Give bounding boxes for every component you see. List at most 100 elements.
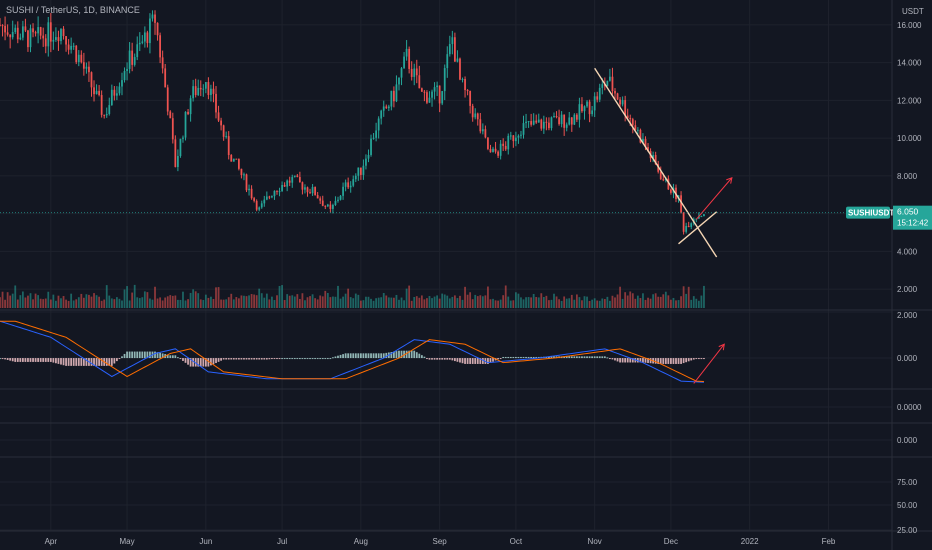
volume-bar	[149, 298, 151, 308]
macd-histogram-bar	[70, 358, 73, 366]
volume-bar	[324, 290, 327, 308]
volume-bar	[504, 285, 507, 308]
candle-body	[311, 187, 314, 194]
volume-bar	[461, 299, 464, 308]
candle-body	[405, 48, 408, 57]
trendline	[594, 67, 718, 258]
candle-body	[14, 27, 17, 33]
candle-body	[138, 42, 141, 45]
symbol-title[interactable]: SUSHI / TetherUS, 1D, BINANCE	[6, 5, 140, 15]
candle-body	[60, 28, 62, 42]
candle-body	[487, 137, 489, 149]
candle-body	[685, 225, 688, 232]
macd-histogram-bar	[123, 353, 126, 359]
macd-histogram-bar	[255, 358, 258, 360]
macd-histogram-bar	[492, 358, 494, 362]
candle-body	[281, 185, 283, 192]
candle-body	[352, 179, 355, 186]
macd-histogram-bar	[309, 358, 311, 360]
volume-bar	[601, 298, 604, 308]
volume-bar	[47, 291, 50, 308]
pane-tick-label: 25.00	[897, 526, 918, 535]
macd-histogram-bar	[342, 354, 344, 359]
volume-bar	[520, 297, 522, 308]
candle-body	[555, 115, 558, 118]
macd-histogram-bar	[657, 358, 660, 364]
candle-body	[286, 180, 289, 187]
candle-body	[682, 212, 685, 232]
candle-body	[141, 41, 144, 43]
candle-body	[16, 27, 19, 40]
macd-histogram-bar	[273, 358, 276, 360]
macd-histogram-bar	[82, 358, 85, 366]
volume-bar	[235, 297, 238, 308]
candle-body	[525, 121, 527, 124]
candle-body	[118, 86, 121, 94]
macd-histogram-bar	[225, 358, 228, 360]
volume-bar	[194, 291, 197, 308]
volume-bar	[672, 297, 675, 308]
candle-body	[319, 198, 322, 201]
time-scale[interactable]: Apr May Jun Jul Aug Sep Oct Nov Dec 2022 Feb	[45, 537, 836, 546]
candle-body	[237, 159, 240, 169]
macd-tick-label: 0.000	[897, 354, 918, 363]
candle-body	[6, 32, 9, 35]
volume-bar	[568, 298, 571, 308]
macd-histogram-bar	[67, 358, 70, 366]
volume-bar	[398, 299, 400, 308]
macd-histogram-bar	[581, 356, 583, 359]
macd-histogram-bar	[400, 350, 403, 359]
macd-histogram-bar	[154, 351, 156, 359]
volume-bar	[522, 299, 525, 308]
candle-body	[75, 45, 78, 63]
candle-body	[334, 200, 337, 205]
candle-body	[248, 188, 250, 191]
volume-bar	[428, 296, 431, 308]
symbol-tag-label: SUSHIUSDT	[848, 209, 894, 218]
volume-bar	[349, 297, 352, 308]
candle-body	[550, 117, 553, 129]
macd-histogram-bar	[568, 356, 571, 359]
price-candles	[0, 10, 705, 235]
volume-bar	[443, 294, 446, 308]
trendline	[678, 211, 718, 245]
macd-line	[0, 320, 704, 383]
candle-body	[212, 88, 215, 94]
candle-body	[372, 137, 375, 139]
candle-body	[492, 148, 494, 153]
candle-body	[42, 35, 45, 39]
macd-histogram-bar	[428, 358, 431, 360]
candle-body	[171, 118, 174, 140]
volume-bar	[326, 292, 329, 308]
candle-body	[271, 196, 273, 198]
macd-histogram-bar	[357, 353, 360, 359]
volume-bar	[573, 299, 576, 308]
candle-body	[448, 44, 451, 55]
macd-histogram-bar	[337, 355, 339, 359]
macd-histogram-bar	[245, 358, 248, 360]
macd-histogram-bar	[347, 353, 350, 359]
macd-histogram-bar	[156, 352, 159, 359]
macd-histogram-bar	[230, 358, 233, 360]
macd-histogram-bar	[316, 358, 319, 360]
candle-body	[400, 68, 403, 78]
macd-histogram-bar	[55, 358, 57, 364]
macd-histogram-bar	[288, 358, 291, 360]
volume-bar	[507, 296, 510, 308]
volume-bar	[664, 291, 667, 308]
volume-bar	[123, 289, 126, 308]
candle-body	[245, 174, 248, 191]
volume-bar	[19, 295, 22, 308]
volume-bar	[382, 292, 385, 308]
volume-bar	[98, 296, 101, 308]
candle-body	[667, 178, 670, 190]
macd-histogram-bar	[116, 358, 118, 362]
macd-histogram-bar	[517, 356, 520, 359]
candle-body	[332, 204, 334, 209]
candle-body	[624, 100, 627, 116]
volume-bar	[492, 298, 494, 308]
macd-histogram-bar	[476, 358, 479, 364]
volume-bar	[309, 296, 311, 308]
